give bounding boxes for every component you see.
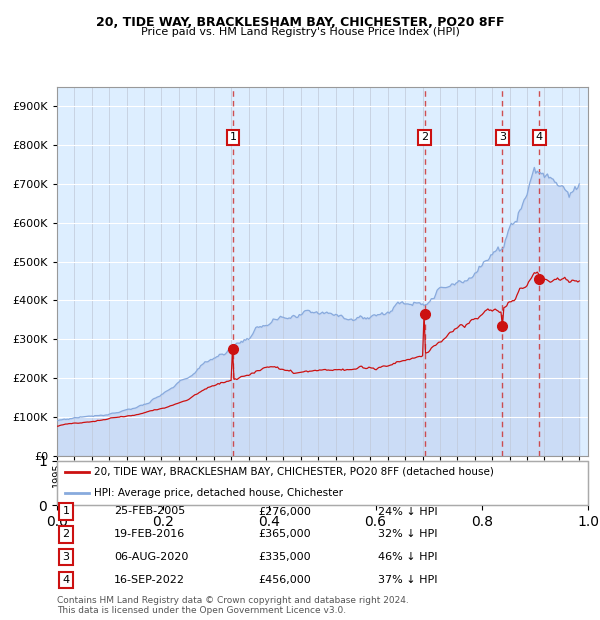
Text: 1: 1 [230, 132, 236, 142]
Text: 4: 4 [62, 575, 70, 585]
Text: 3: 3 [499, 132, 506, 142]
Text: 37% ↓ HPI: 37% ↓ HPI [378, 575, 437, 585]
Text: £365,000: £365,000 [258, 529, 311, 539]
Text: £276,000: £276,000 [258, 507, 311, 516]
Text: 4: 4 [536, 132, 543, 142]
Text: 24% ↓ HPI: 24% ↓ HPI [378, 507, 437, 516]
Text: £456,000: £456,000 [258, 575, 311, 585]
Text: £335,000: £335,000 [258, 552, 311, 562]
Text: 1: 1 [62, 507, 70, 516]
Text: 3: 3 [62, 552, 70, 562]
Text: Contains HM Land Registry data © Crown copyright and database right 2024.: Contains HM Land Registry data © Crown c… [57, 596, 409, 604]
Text: 46% ↓ HPI: 46% ↓ HPI [378, 552, 437, 562]
Text: 06-AUG-2020: 06-AUG-2020 [114, 552, 188, 562]
Text: HPI: Average price, detached house, Chichester: HPI: Average price, detached house, Chic… [94, 488, 343, 498]
Text: Price paid vs. HM Land Registry's House Price Index (HPI): Price paid vs. HM Land Registry's House … [140, 27, 460, 37]
Text: 2: 2 [62, 529, 70, 539]
Text: 25-FEB-2005: 25-FEB-2005 [114, 507, 185, 516]
Text: This data is licensed under the Open Government Licence v3.0.: This data is licensed under the Open Gov… [57, 606, 346, 614]
Text: 20, TIDE WAY, BRACKLESHAM BAY, CHICHESTER, PO20 8FF (detached house): 20, TIDE WAY, BRACKLESHAM BAY, CHICHESTE… [94, 467, 494, 477]
Text: 32% ↓ HPI: 32% ↓ HPI [378, 529, 437, 539]
Text: 16-SEP-2022: 16-SEP-2022 [114, 575, 185, 585]
Text: 20, TIDE WAY, BRACKLESHAM BAY, CHICHESTER, PO20 8FF: 20, TIDE WAY, BRACKLESHAM BAY, CHICHESTE… [96, 16, 504, 29]
Text: 2: 2 [421, 132, 428, 142]
Text: 19-FEB-2016: 19-FEB-2016 [114, 529, 185, 539]
